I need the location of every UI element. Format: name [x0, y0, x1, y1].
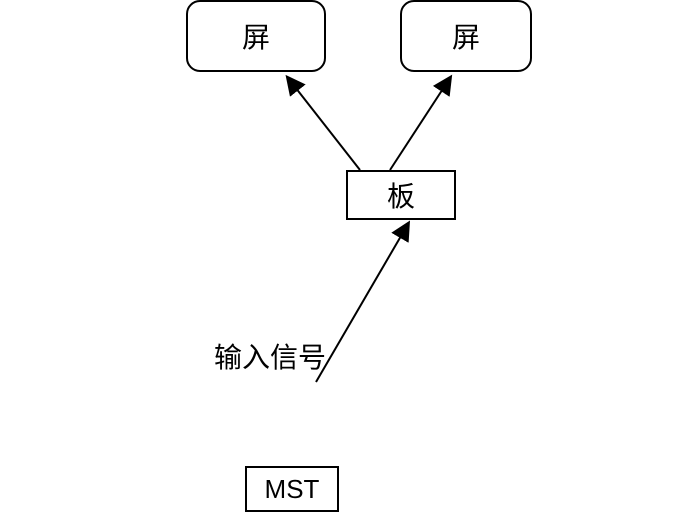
- edge-board-to-screen2: [390, 78, 450, 170]
- edges-layer: [0, 0, 700, 525]
- edge-board-to-screen1: [288, 78, 360, 170]
- node-screen2-label: 屏: [452, 16, 480, 56]
- label-input-signal: 输入信号: [214, 336, 326, 376]
- diagram-canvas: 屏 屏 板 MST 输入信号: [0, 0, 700, 525]
- label-input-signal-text: 输入信号: [214, 343, 326, 374]
- edge-input-to-board: [316, 224, 408, 382]
- node-screen1: 屏: [186, 0, 326, 72]
- node-board-label: 板: [387, 175, 415, 215]
- node-mst: MST: [245, 466, 339, 512]
- node-board: 板: [346, 170, 456, 220]
- node-screen1-label: 屏: [242, 16, 270, 56]
- node-screen2: 屏: [400, 0, 532, 72]
- node-mst-label: MST: [265, 474, 320, 505]
